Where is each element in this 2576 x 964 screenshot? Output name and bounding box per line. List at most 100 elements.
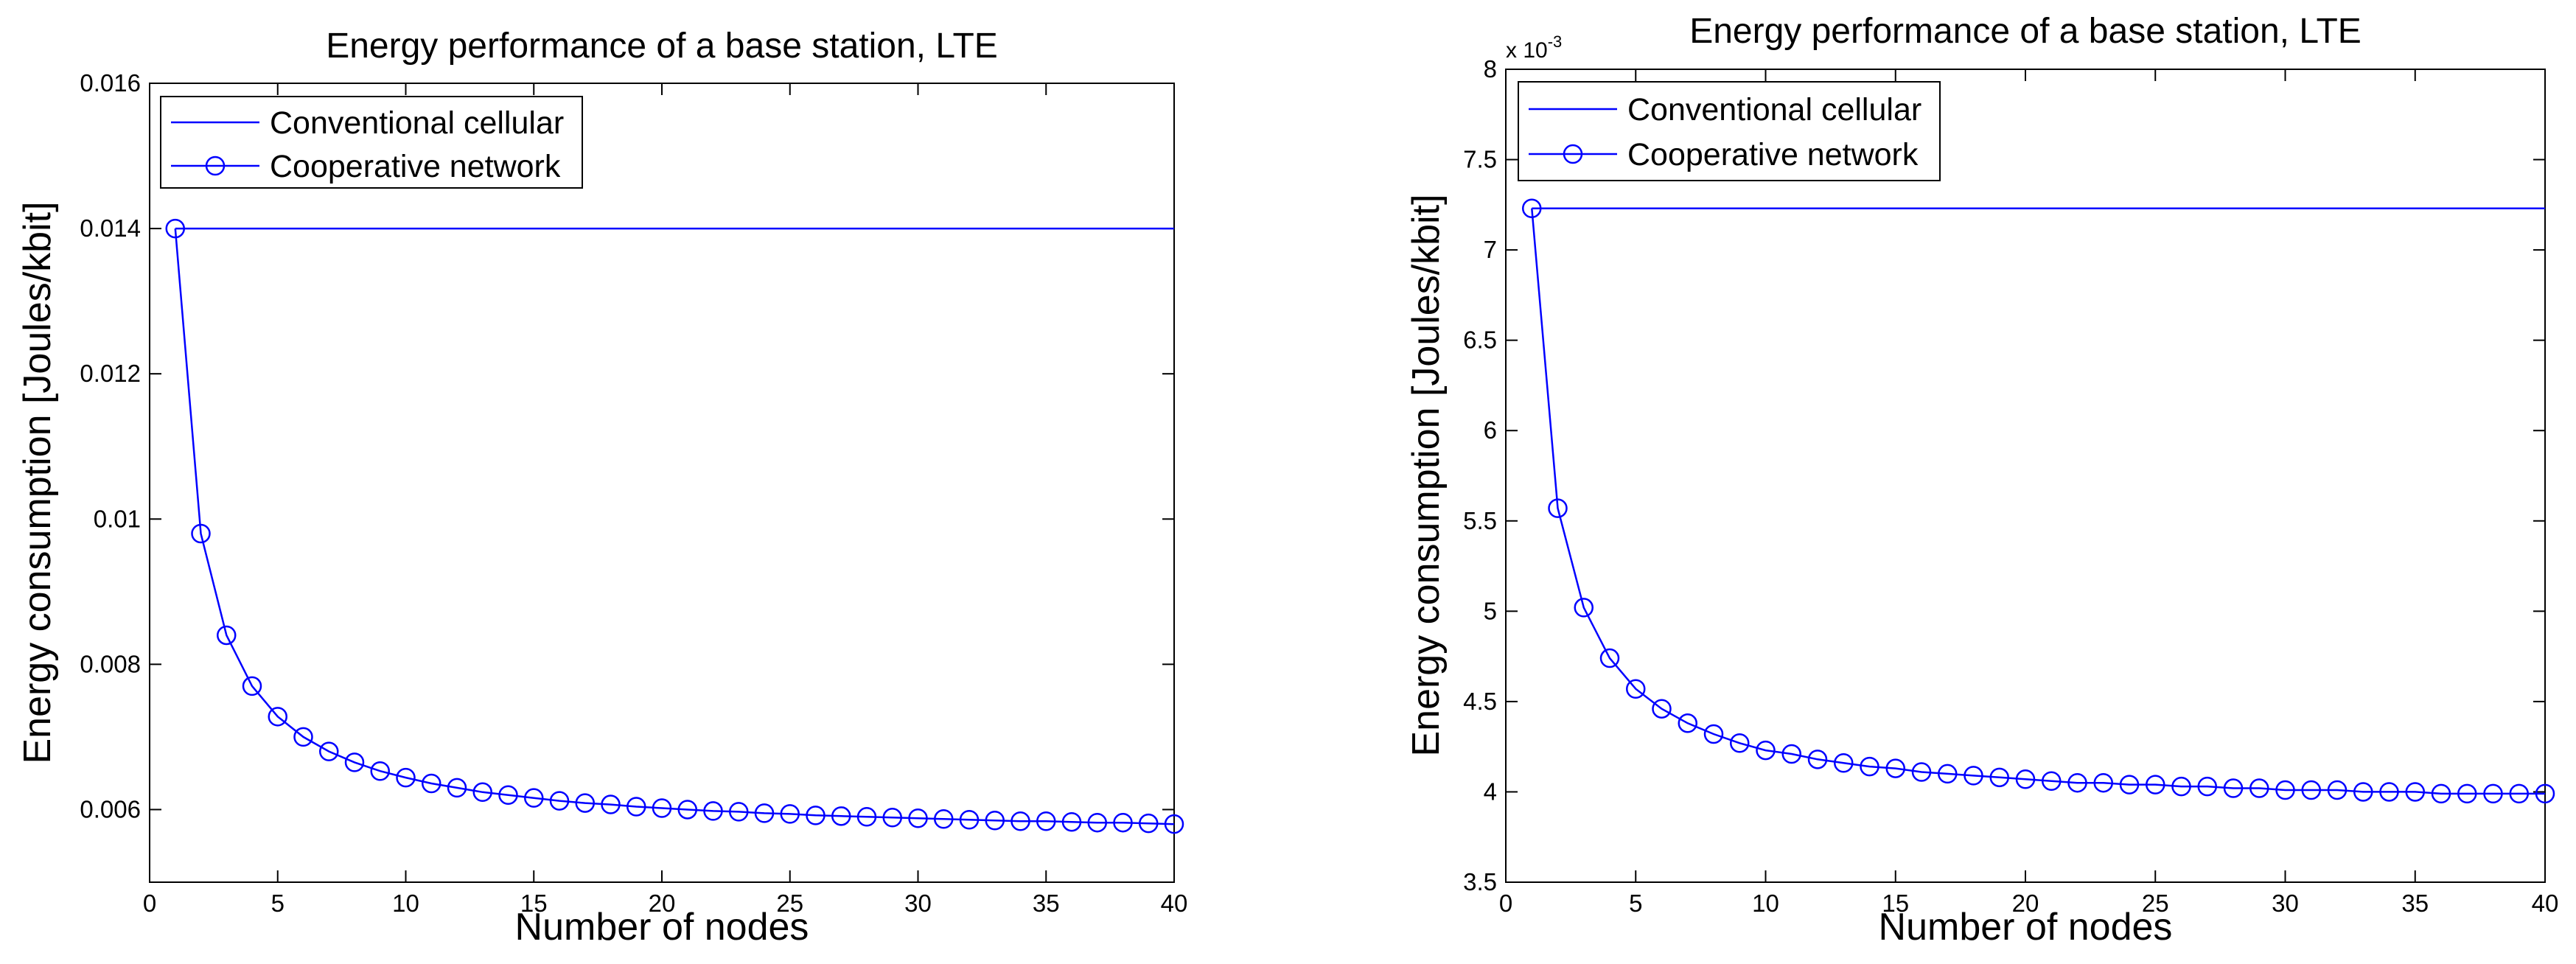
x-tick-label-right: 10	[1752, 890, 1779, 917]
y-axis-exponent-base-right: x 10	[1506, 38, 1548, 63]
data-point-cooperative-left	[908, 808, 928, 828]
plot-area-right	[1505, 69, 2546, 883]
data-point-cooperative-right	[2509, 783, 2529, 804]
data-point-cooperative-right	[1703, 724, 1724, 744]
data-point-cooperative-right	[2067, 772, 2087, 793]
x-tick-label-right: 20	[2012, 890, 2039, 917]
data-point-cooperative-right	[2457, 783, 2477, 804]
data-point-cooperative-right	[1652, 699, 1672, 719]
ticks-right: 0 5 10 15 20 25 30 35 40 3.5 4 4.5 5 5.5 6 6.5 7 7.5 8	[1463, 55, 2558, 917]
y-tick-label-left: 0.006	[80, 795, 141, 822]
data-point-cooperative-left	[806, 806, 825, 825]
data-point-cooperative-left	[626, 797, 646, 817]
data-point-cooperative-right	[1807, 750, 1828, 769]
x-tick-label-right: 40	[2532, 890, 2559, 917]
data-point-cooperative-left	[217, 625, 237, 646]
y-tick-label-left: 0.012	[80, 360, 141, 387]
data-point-cooperative-left	[754, 803, 775, 823]
y-tick-label-right: 4.5	[1463, 688, 1497, 715]
data-point-cooperative-left	[934, 809, 954, 829]
data-point-cooperative-left	[524, 788, 544, 808]
data-point-cooperative-left	[831, 806, 851, 826]
data-point-cooperative-left	[396, 767, 416, 788]
legend-marker-cooperative-left	[205, 156, 226, 176]
data-point-cooperative-right	[1522, 198, 1542, 218]
x-tick-label-right: 0	[1499, 890, 1512, 917]
y-axis-exponent-power-right: -3	[1548, 32, 1563, 51]
y-tick-label-right: 7.5	[1463, 146, 1497, 173]
x-tick-label-left: 10	[392, 890, 419, 917]
data-point-cooperative-left	[856, 807, 877, 827]
x-tick-label-left: 5	[271, 890, 285, 917]
legend-left: Conventional cellular Cooperative networ…	[160, 96, 583, 189]
data-point-cooperative-left	[1164, 814, 1184, 834]
data-point-cooperative-left	[319, 741, 339, 761]
plot-area-left	[149, 83, 1175, 883]
data-point-cooperative-right	[2405, 782, 2425, 802]
data-point-cooperative-left	[1036, 811, 1056, 831]
data-point-cooperative-right	[1989, 767, 2009, 788]
data-point-cooperative-left	[959, 810, 980, 830]
data-point-cooperative-left	[549, 791, 570, 811]
data-point-cooperative-right	[2327, 780, 2348, 800]
data-point-cooperative-left	[268, 707, 287, 727]
y-tick-label-right: 5	[1484, 597, 1497, 624]
legend-label-cooperative-right: Cooperative network	[1627, 137, 1919, 172]
data-point-cooperative-left	[575, 793, 595, 813]
data-point-cooperative-left	[242, 676, 262, 696]
data-point-cooperative-left	[1113, 812, 1133, 833]
y-tick-label-right: 3.5	[1463, 868, 1497, 895]
data-point-cooperative-left	[422, 773, 441, 794]
data-point-cooperative-right	[1860, 756, 1879, 777]
y-tick-label-left: 0.016	[80, 69, 141, 97]
x-tick-label-left: 35	[1033, 890, 1060, 917]
y-tick-label-right: 6.5	[1463, 326, 1497, 354]
data-point-cooperative-right	[2042, 771, 2062, 791]
x-tick-label-left: 25	[776, 890, 803, 917]
x-tick-label-left: 15	[520, 890, 548, 917]
data-point-cooperative-left	[780, 804, 800, 824]
data-point-cooperative-right	[1938, 764, 1958, 784]
y-tick-label-left: 0.014	[80, 214, 141, 242]
legend-box-right	[1518, 81, 1941, 181]
data-point-cooperative-right	[2379, 782, 2399, 802]
legend-label-conventional-right: Conventional cellular	[1627, 92, 1921, 128]
x-axis-label-right: Number of nodes	[1879, 906, 2173, 949]
data-point-cooperative-left	[1010, 811, 1030, 831]
x-tick-label-left: 20	[649, 890, 676, 917]
data-point-cooperative-left	[1139, 813, 1159, 834]
data-point-cooperative-right	[2146, 775, 2165, 794]
data-point-cooperative-left	[677, 800, 697, 820]
data-point-cooperative-right	[1911, 762, 1932, 782]
data-point-cooperative-left	[985, 810, 1005, 831]
data-point-cooperative-right	[2535, 783, 2555, 804]
data-point-cooperative-left	[293, 727, 313, 747]
x-tick-label-right: 5	[1629, 890, 1642, 917]
chart-title-right: Energy performance of a base station, LT…	[1689, 12, 2362, 51]
data-point-cooperative-right	[1964, 766, 1983, 786]
data-point-cooperative-right	[2249, 778, 2269, 798]
x-tick-label-right: 35	[2401, 890, 2429, 917]
series-right	[1522, 198, 2555, 804]
x-axis-label-left: Number of nodes	[515, 906, 809, 949]
series-line-cooperative-left	[174, 228, 1175, 825]
y-tick-label-right: 7	[1484, 236, 1497, 263]
x-tick-label-left: 40	[1161, 890, 1188, 917]
ticks-left: 0 5 10 15 20 25 30 35 40 0.006 0.008 0.01 0.012 0.014…	[80, 69, 1187, 917]
chart-title-left: Energy performance of a base station, LT…	[326, 27, 998, 66]
data-point-cooperative-right	[1574, 598, 1594, 618]
data-point-cooperative-right	[1885, 758, 1905, 778]
data-point-cooperative-right	[2301, 780, 2321, 800]
legend-box-left	[160, 96, 583, 189]
data-point-cooperative-right	[2015, 769, 2036, 789]
data-point-cooperative-right	[2223, 778, 2244, 798]
data-point-cooperative-left	[472, 782, 492, 803]
data-point-cooperative-right	[2119, 775, 2140, 794]
chart-left: 0 5 10 15 20 25 30 35 40 0.006 0.008 0.01 0.012 0.014…	[16, 27, 1187, 949]
data-point-cooperative-right	[2171, 776, 2191, 797]
y-axis-exponent-right: x 10-3	[1506, 32, 1562, 63]
legend-marker-cooperative-right	[1563, 144, 1583, 164]
data-point-cooperative-right	[2431, 783, 2451, 804]
data-point-cooperative-right	[1626, 679, 1646, 699]
